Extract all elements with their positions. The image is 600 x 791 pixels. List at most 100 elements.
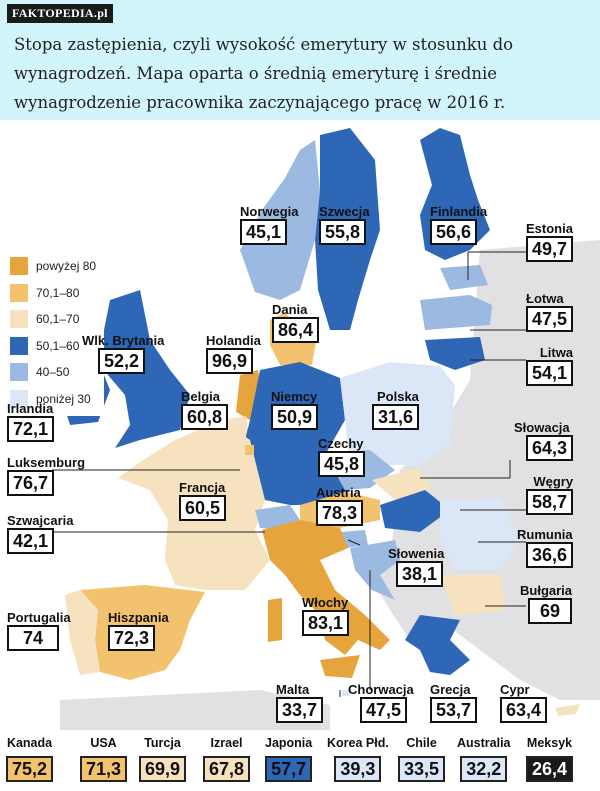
- country-value: 78,3: [316, 500, 364, 526]
- shape-sicily: [320, 655, 360, 678]
- shape-uk: [102, 290, 190, 448]
- leader-lines: [52, 251, 526, 700]
- country-label-poland: Polska 31,6: [372, 389, 420, 430]
- caption: Stopa zastępienia, czyli wysokość emeryt…: [14, 35, 514, 112]
- shape-romania: [440, 498, 520, 570]
- country-label-belgium: Belgia 60,8: [181, 389, 229, 430]
- country-name: Belgia: [181, 389, 221, 404]
- country-name: Litwa: [539, 345, 574, 360]
- other-country-name: Turcja: [144, 736, 181, 750]
- other-country-value: 26,4: [526, 756, 574, 782]
- country-name: Luksemburg: [7, 455, 86, 470]
- country-name: Chorwacja: [348, 682, 414, 697]
- country-name: Austria: [316, 485, 361, 500]
- country-name: Hiszpania: [108, 610, 169, 625]
- country-label-austria: Austria 78,3: [316, 485, 364, 526]
- other-country-value: 57,7: [265, 756, 313, 782]
- legend-swatch: [10, 283, 28, 302]
- country-value: 47,5: [360, 697, 408, 723]
- country-label-croatia: Chorwacja 47,5: [348, 682, 414, 723]
- legend-item: 50,1–60: [10, 333, 96, 360]
- country-value: 45,1: [240, 219, 288, 245]
- other-country-name: Korea Płd.: [327, 736, 389, 750]
- legend-swatch: [10, 336, 28, 355]
- country-name: Polska: [377, 389, 419, 404]
- country-name: Słowacja: [514, 420, 570, 435]
- other-country-name: Kanada: [6, 736, 53, 750]
- country-label-lithuania: Litwa 54,1: [526, 345, 574, 386]
- legend-item: powyżej 80: [10, 253, 96, 280]
- country-label-germany: Niemcy 50,9: [271, 389, 319, 430]
- country-label-luxembourg: Luksemburg 76,7: [7, 455, 85, 496]
- shape-greece: [405, 615, 470, 675]
- country-value: 74: [7, 625, 60, 651]
- country-value: 64,3: [526, 435, 574, 461]
- country-name: Wlk. Brytania: [82, 333, 165, 348]
- other-country-item: Turcja 69,9: [139, 735, 187, 782]
- country-label-hungary: Węgry 58,7: [526, 474, 574, 515]
- land-turkey: [520, 630, 600, 690]
- other-countries-row: Kanada 75,2 USA 71,3 Turcja 69,9 Izrael 67,8…: [0, 731, 600, 791]
- other-country-item: Chile 33,5: [398, 735, 446, 782]
- shape-italy: [262, 520, 390, 655]
- country-label-italy: Włochy 83,1: [302, 595, 350, 636]
- shape-malta: [342, 690, 350, 696]
- legend-swatch: [10, 257, 28, 276]
- country-label-malta: Malta 33,7: [276, 682, 324, 723]
- country-name: Włochy: [302, 595, 349, 610]
- country-name: Estonia: [526, 221, 573, 236]
- land-africa: [60, 690, 330, 730]
- country-name: Bułgaria: [520, 583, 573, 598]
- country-value: 50,9: [271, 404, 319, 430]
- country-label-france: Francja 60,5: [179, 480, 227, 521]
- country-name: Holandia: [206, 333, 261, 348]
- country-label-finland: Finlandia 56,6: [430, 204, 487, 245]
- shape-portugal: [65, 590, 100, 675]
- other-country-value: 67,8: [203, 756, 251, 782]
- other-country-value: 32,2: [460, 756, 508, 782]
- country-name: Szwecja: [319, 204, 370, 219]
- shape-sardinia: [268, 598, 282, 642]
- country-name: Irlandia: [7, 401, 54, 416]
- country-label-sweden: Szwecja 55,8: [319, 204, 370, 245]
- country-label-denmark: Dania 86,4: [272, 302, 320, 343]
- legend-item: 40–50: [10, 359, 96, 386]
- other-country-name: Japonia: [265, 736, 313, 750]
- country-label-romania: Rumunia 36,6: [517, 527, 574, 568]
- country-value: 63,4: [500, 697, 548, 723]
- other-country-item: Izrael 67,8: [203, 735, 251, 782]
- other-country-item: Korea Płd. 39,3: [327, 735, 389, 782]
- legend-swatch: [10, 363, 28, 382]
- country-label-cyprus: Cypr 63,4: [500, 682, 548, 723]
- other-country-value: 69,9: [139, 756, 187, 782]
- country-name: Niemcy: [271, 389, 318, 404]
- country-name: Finlandia: [430, 204, 488, 219]
- other-country-name: Izrael: [210, 736, 243, 750]
- shape-slovenia: [340, 530, 368, 548]
- country-value: 36,6: [526, 542, 574, 568]
- country-value: 60,5: [179, 495, 227, 521]
- country-label-norway: Norwegia 45,1: [240, 204, 299, 245]
- country-label-czechia: Czechy 45,8: [318, 436, 366, 477]
- country-label-estonia: Estonia 49,7: [526, 221, 574, 262]
- country-value: 38,1: [396, 561, 444, 587]
- legend-swatch: [10, 389, 28, 408]
- legend-swatch: [10, 310, 28, 329]
- country-label-ireland: Irlandia 72,1: [7, 401, 55, 442]
- shape-hungary: [380, 490, 450, 532]
- country-label-spain: Hiszpania 72,3: [108, 610, 169, 651]
- shape-luxembourg: [245, 445, 254, 455]
- legend: powyżej 80 70,1–80 60,1–70 50,1–60 40–50…: [8, 250, 105, 416]
- legend-label: powyżej 80: [36, 259, 97, 274]
- country-value: 52,2: [98, 348, 146, 374]
- country-label-greece: Grecja 53,7: [430, 682, 478, 723]
- country-value: 49,7: [526, 236, 574, 262]
- other-country-name: Australia: [457, 736, 511, 750]
- country-label-slovenia: Słowenia 38,1: [388, 546, 444, 587]
- other-country-value: 33,5: [398, 756, 446, 782]
- shape-croatia: [350, 540, 400, 600]
- other-country-item: Meksyk 26,4: [526, 735, 574, 782]
- shape-lithuania: [425, 337, 485, 370]
- other-country-name: Meksyk: [526, 736, 573, 750]
- country-name: Czechy: [318, 436, 364, 451]
